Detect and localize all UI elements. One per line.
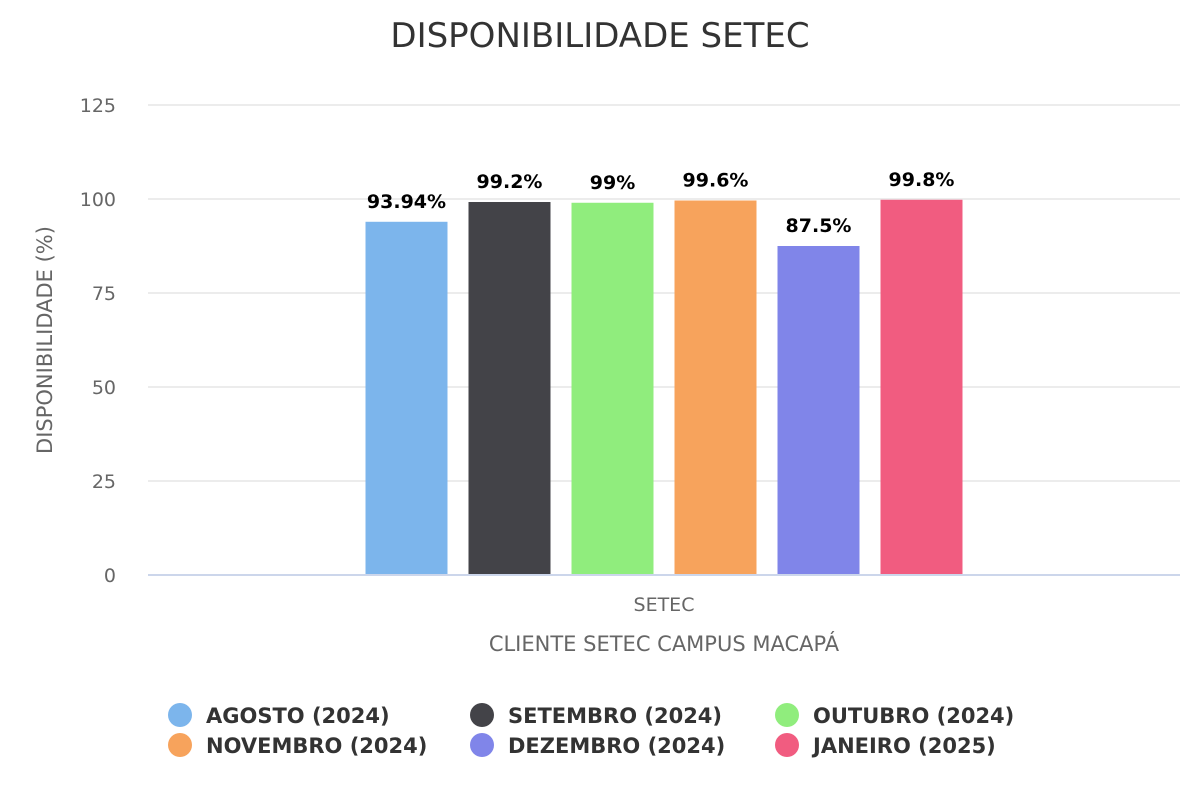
data-label-3: 99% — [590, 172, 635, 194]
legend-label: OUTUBRO (2024) — [813, 704, 1014, 728]
legend-symbol — [775, 733, 799, 757]
legend-item-1[interactable]: AGOSTO (2024) — [168, 703, 390, 728]
bars — [365, 199, 963, 576]
y-tick-label: 125 — [80, 95, 116, 117]
legend: AGOSTO (2024) SETEMBRO (2024) OUTUBRO (202… — [168, 703, 1014, 758]
legend-item-3[interactable]: OUTUBRO (2024) — [775, 703, 1014, 728]
data-label-1: 93.94% — [367, 191, 446, 213]
legend-symbol — [470, 733, 494, 757]
legend-symbol — [168, 733, 192, 757]
bar-3 — [571, 202, 654, 575]
bar-2 — [468, 202, 551, 575]
y-tick-label: 100 — [80, 189, 116, 211]
legend-label: NOVEMBRO (2024) — [206, 734, 427, 758]
legend-label: JANEIRO (2025) — [811, 734, 996, 758]
y-tick-label: 75 — [92, 283, 116, 305]
data-label-5: 87.5% — [786, 215, 852, 237]
bar-6 — [880, 199, 963, 575]
x-axis-title: CLIENTE SETEC CAMPUS MACAPÁ — [489, 631, 840, 656]
data-label-2: 99.2% — [477, 171, 543, 193]
y-tick-label: 50 — [92, 377, 116, 399]
legend-item-5[interactable]: DEZEMBRO (2024) — [470, 733, 725, 758]
bar-1 — [365, 221, 448, 576]
gridlines — [148, 104, 1180, 482]
bar-5 — [777, 246, 860, 575]
chart-title: DISPONIBILIDADE SETEC — [390, 16, 809, 56]
bar-4 — [674, 200, 757, 575]
x-category-label: SETEC — [634, 594, 695, 616]
legend-item-6[interactable]: JANEIRO (2025) — [775, 733, 996, 758]
y-tick-label: 25 — [92, 471, 116, 493]
y-axis-title: DISPONIBILIDADE (%) — [33, 226, 57, 454]
y-axis-ticks: 0 25 50 75 100 125 — [80, 95, 116, 587]
data-labels: 93.94% 99.2% 99% 99.6% 87.5% 99.8% — [367, 169, 955, 237]
legend-symbol — [775, 703, 799, 727]
legend-item-4[interactable]: NOVEMBRO (2024) — [168, 733, 427, 758]
legend-symbol — [470, 703, 494, 727]
x-axis-categories: SETEC — [634, 594, 695, 616]
legend-symbol — [168, 703, 192, 727]
data-label-6: 99.8% — [889, 169, 955, 191]
y-tick-label: 0 — [104, 565, 116, 587]
data-label-4: 99.6% — [683, 170, 749, 192]
legend-label: DEZEMBRO (2024) — [508, 734, 725, 758]
legend-item-2[interactable]: SETEMBRO (2024) — [470, 703, 722, 728]
legend-label: SETEMBRO (2024) — [508, 704, 722, 728]
legend-label: AGOSTO (2024) — [206, 704, 390, 728]
